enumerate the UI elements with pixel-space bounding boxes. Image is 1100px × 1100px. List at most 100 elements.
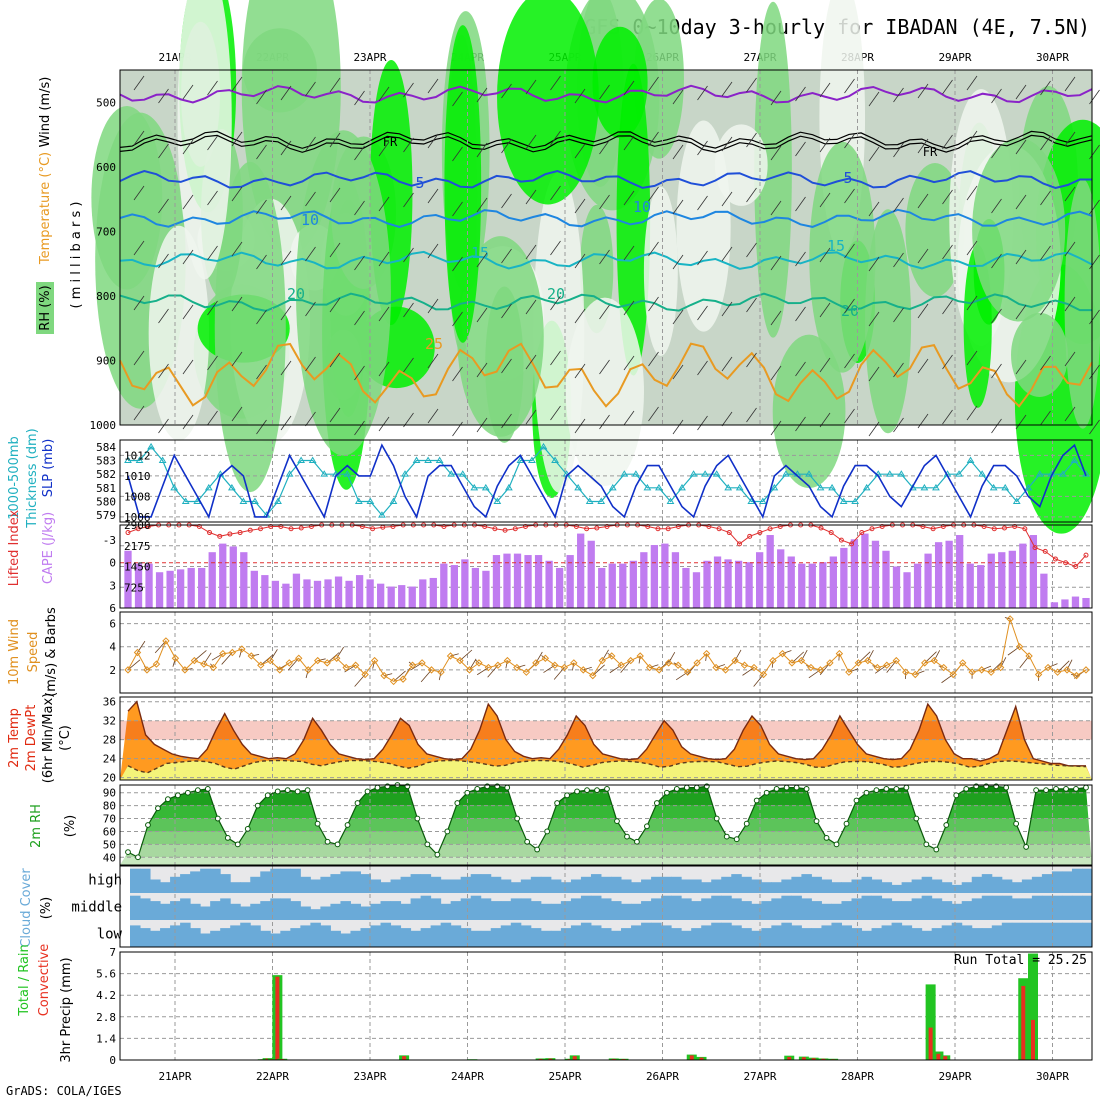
cape-bar bbox=[808, 563, 816, 608]
wind-barb bbox=[942, 244, 953, 260]
wind-barb bbox=[1015, 304, 1027, 320]
wind-barb bbox=[1057, 660, 1070, 673]
wind-barb bbox=[239, 648, 243, 658]
cloud-cell bbox=[260, 871, 271, 893]
precip-convective-bar bbox=[787, 1056, 792, 1060]
lifted-index-line bbox=[127, 524, 1087, 568]
cloud-cell bbox=[651, 922, 662, 947]
y-tick-label: 2 bbox=[109, 664, 116, 677]
cloud-cell bbox=[230, 903, 241, 920]
wind-barb bbox=[158, 363, 169, 379]
cloud-cell bbox=[841, 901, 852, 920]
cloud-cell bbox=[160, 928, 171, 947]
cloud-cell bbox=[1011, 898, 1023, 920]
panel-frame bbox=[119, 951, 1093, 1061]
y-tick-label: 32 bbox=[103, 715, 116, 728]
cloud-cell bbox=[861, 876, 873, 893]
cloud-cell bbox=[320, 876, 331, 893]
thickness-marker bbox=[828, 483, 836, 491]
contour-label: FR bbox=[923, 145, 938, 159]
cloud-cell bbox=[831, 882, 842, 893]
rh-shading bbox=[592, 26, 648, 139]
wind-barb bbox=[184, 668, 193, 671]
wind-barb bbox=[1015, 139, 1027, 155]
y-axis-label: Wind (m/s) bbox=[38, 77, 53, 148]
rh-marker bbox=[913, 815, 920, 822]
dewpoint-line bbox=[127, 759, 1087, 774]
cape-bar bbox=[398, 585, 406, 608]
wind-barb bbox=[893, 362, 904, 378]
rh-marker bbox=[354, 800, 361, 806]
wind-barb bbox=[1066, 659, 1073, 671]
rh-marker bbox=[254, 802, 261, 809]
wind-barb bbox=[256, 254, 267, 270]
wind-barb bbox=[1040, 245, 1051, 261]
cape-bar bbox=[692, 572, 701, 608]
wind-barb bbox=[525, 189, 537, 205]
cloud-cell bbox=[520, 879, 532, 893]
cloud-cell bbox=[611, 876, 622, 893]
rh-band bbox=[120, 857, 1092, 865]
thickness-marker bbox=[1001, 483, 1010, 491]
lifted-index-marker bbox=[492, 526, 498, 532]
y-tick-label: 579 bbox=[96, 509, 116, 522]
lifted-index-marker bbox=[767, 526, 773, 532]
cloud-cell bbox=[420, 874, 432, 893]
cloud-cell bbox=[781, 922, 792, 947]
cloud-cell bbox=[560, 901, 572, 920]
rh-marker bbox=[244, 825, 251, 832]
isotherm-line bbox=[119, 134, 1093, 153]
wind-barb bbox=[372, 660, 376, 669]
wind-barb bbox=[256, 309, 267, 325]
thickness-marker bbox=[343, 470, 352, 477]
thickness-marker bbox=[158, 456, 167, 463]
wind-barb bbox=[648, 131, 659, 147]
wind-barb bbox=[915, 670, 925, 675]
wind-barb bbox=[868, 311, 880, 327]
cloud-cell bbox=[330, 874, 341, 893]
thickness-marker bbox=[666, 497, 675, 504]
cloud-level-label: high bbox=[88, 873, 122, 889]
thickness-marker bbox=[643, 483, 652, 491]
wind-barb bbox=[1040, 190, 1051, 206]
wind-barb bbox=[795, 251, 806, 267]
wind-barb bbox=[133, 295, 145, 311]
wind-barb bbox=[917, 193, 929, 209]
cape-bar bbox=[756, 552, 764, 608]
cape-bar bbox=[534, 555, 543, 608]
thickness-marker bbox=[135, 456, 144, 463]
wind-barb bbox=[550, 295, 561, 311]
wind-speed-marker bbox=[921, 659, 929, 667]
cloud-cell bbox=[671, 928, 682, 947]
wind-barb bbox=[1064, 76, 1076, 92]
wind-barb bbox=[1089, 309, 1100, 325]
wind-barb bbox=[305, 411, 316, 427]
cape-bar bbox=[229, 546, 237, 608]
cape-bar bbox=[187, 567, 195, 608]
cloud-cell bbox=[370, 925, 382, 947]
wind-barb bbox=[648, 241, 659, 257]
wind-barb bbox=[182, 359, 194, 375]
cape-bar bbox=[482, 570, 490, 608]
wind-barb bbox=[207, 190, 218, 206]
cloud-cell bbox=[661, 895, 672, 920]
wind-barb bbox=[942, 79, 953, 95]
rh-marker bbox=[284, 787, 291, 794]
cape-bar bbox=[492, 555, 501, 608]
wind-barb bbox=[427, 78, 439, 94]
wind-barb bbox=[525, 354, 537, 370]
thickness-marker bbox=[770, 483, 779, 491]
wind-barb bbox=[893, 87, 904, 103]
cloud-cell bbox=[901, 925, 913, 947]
lifted-index-marker bbox=[298, 525, 304, 531]
thickness-marker bbox=[897, 470, 906, 477]
wind-barb bbox=[917, 303, 929, 319]
wind-barb bbox=[1040, 410, 1051, 426]
cape-bar bbox=[240, 552, 248, 608]
rh-marker bbox=[135, 854, 141, 861]
cape-bar bbox=[713, 556, 722, 608]
y-axis-label: (%) bbox=[39, 897, 54, 920]
thickness-marker bbox=[631, 470, 640, 477]
wind-barb bbox=[858, 651, 871, 664]
wind-barb bbox=[649, 664, 659, 668]
